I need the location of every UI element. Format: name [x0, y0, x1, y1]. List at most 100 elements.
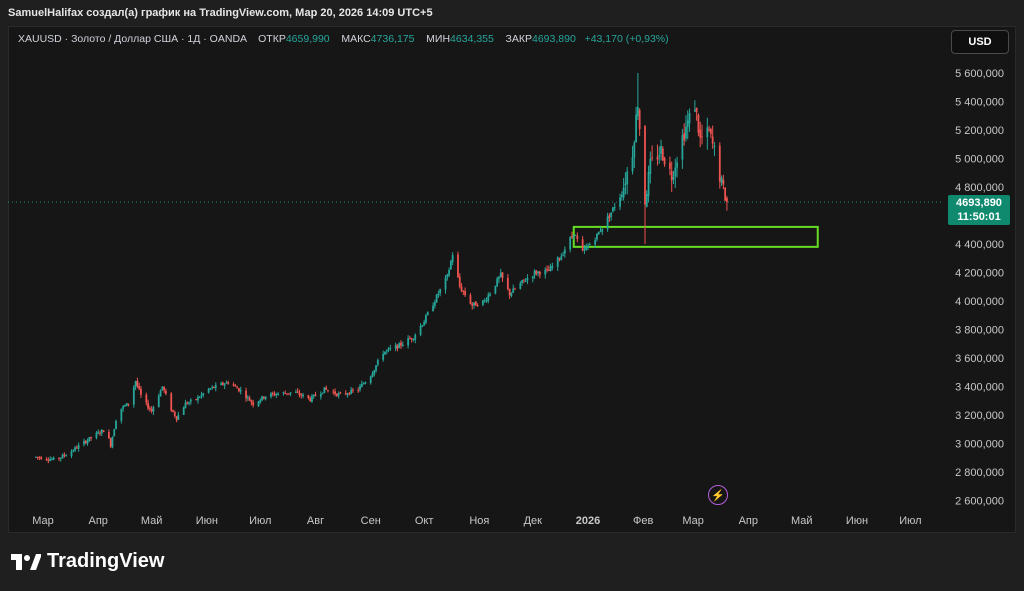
candle-body: [408, 338, 411, 340]
candle-body: [227, 382, 230, 384]
candle-body: [63, 454, 66, 456]
candle-body: [189, 399, 192, 402]
candle-body: [451, 255, 454, 262]
candle-body: [626, 171, 629, 185]
x-tick-label: Мар: [682, 515, 704, 527]
candle-body: [489, 293, 491, 296]
candle-body: [289, 392, 292, 394]
candle-body: [109, 438, 112, 447]
x-tick-label: Сен: [361, 515, 381, 527]
candle-body: [669, 162, 671, 169]
candle-body: [211, 386, 214, 388]
candle-body: [88, 437, 91, 441]
candle-body: [588, 244, 591, 246]
candle-body: [202, 393, 205, 395]
y-tick-label: 3 200,000: [955, 410, 1004, 422]
candle-body: [709, 129, 712, 134]
candle-body: [539, 271, 541, 275]
candle-body: [344, 393, 347, 395]
candle-body: [277, 393, 279, 395]
candle-body: [286, 393, 288, 395]
candle-body: [164, 390, 167, 394]
brand-name: TradingView: [47, 550, 165, 572]
candle-body: [238, 388, 240, 392]
candle-body: [77, 445, 80, 449]
flash-icon[interactable]: ⚡: [708, 485, 728, 505]
x-tick-label: Май: [141, 515, 163, 527]
candle-body: [533, 270, 536, 276]
candle-body: [186, 402, 189, 404]
candle-body: [699, 129, 702, 138]
candle-body: [624, 183, 627, 186]
candle-body: [90, 436, 92, 438]
symbol-description[interactable]: XAUUSD · Золото / Доллар США · 1Д · OAND…: [18, 33, 247, 45]
candle-body: [250, 400, 253, 403]
candle-body: [120, 408, 123, 421]
candle-body: [571, 236, 573, 238]
candle-body: [262, 396, 265, 399]
candle-body: [86, 440, 89, 444]
candle-body: [319, 393, 322, 397]
chart-frame[interactable]: [8, 26, 1016, 533]
candle-body: [284, 393, 287, 395]
candle-body: [506, 277, 509, 290]
candle-body: [159, 390, 162, 397]
candle-body: [122, 406, 125, 409]
support-zone: [572, 225, 819, 248]
candle-body: [649, 158, 652, 174]
candle-body: [551, 266, 554, 268]
candle-body: [426, 312, 429, 315]
candle-body: [437, 293, 440, 295]
candle-body: [645, 194, 648, 207]
y-tick-label: 4 000,000: [955, 296, 1004, 308]
candle-body: [352, 389, 354, 391]
bar-countdown: 11:50:01: [957, 211, 1001, 223]
candle-body: [51, 459, 53, 461]
y-tick-label: 2 600,000: [955, 496, 1004, 508]
candle-body: [606, 216, 609, 230]
candle-body: [257, 401, 260, 406]
candle-body: [371, 373, 374, 377]
candle-body: [638, 110, 641, 130]
candle-body: [385, 350, 388, 352]
candle-body: [656, 156, 659, 160]
candle-body: [259, 400, 262, 403]
tradingview-logo[interactable]: TradingView: [11, 550, 164, 573]
candle-body: [526, 278, 529, 281]
y-tick-label: 3 000,000: [955, 439, 1004, 451]
candle-body: [574, 235, 577, 237]
candle-body: [312, 394, 315, 397]
candle-body: [384, 351, 386, 355]
x-tick-label: Дек: [524, 515, 543, 527]
candle-body: [75, 447, 78, 449]
candle-body: [207, 388, 210, 393]
candle-body: [314, 394, 317, 397]
candle-body: [706, 127, 709, 138]
tradingview-logo-icon: [11, 553, 41, 570]
x-tick-label: Июл: [249, 515, 271, 527]
candle-body: [414, 334, 417, 340]
candle-body: [724, 187, 727, 201]
candle-body: [432, 305, 434, 312]
open-value: 4659,990: [285, 33, 330, 45]
candle-body: [519, 283, 522, 289]
candle-body: [40, 457, 43, 460]
candle-body: [387, 348, 390, 350]
candle-body: [72, 450, 75, 452]
candle-body: [396, 344, 399, 349]
candle-body: [421, 325, 424, 327]
candle-body: [419, 326, 422, 335]
candle-body: [49, 459, 52, 461]
candle-body: [474, 301, 477, 306]
candle-body: [644, 126, 646, 205]
candle-body: [685, 126, 687, 139]
candle-body: [83, 441, 85, 445]
currency-button[interactable]: USD: [951, 30, 1009, 54]
candle-body: [620, 195, 623, 197]
candle-body: [425, 315, 427, 323]
candle-body: [693, 109, 696, 112]
candle-body: [398, 343, 401, 349]
close-label: ЗАКР: [505, 33, 532, 45]
y-tick-label: 5 400,000: [955, 97, 1004, 109]
